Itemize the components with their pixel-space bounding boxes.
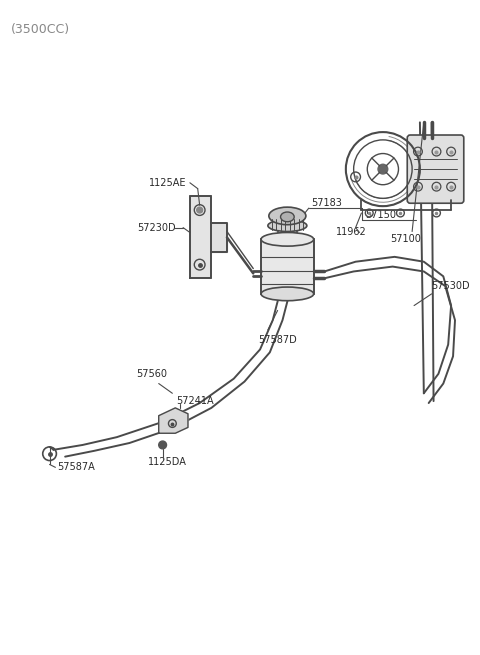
Ellipse shape	[269, 207, 306, 225]
Text: 57230D: 57230D	[137, 223, 176, 233]
FancyBboxPatch shape	[407, 135, 464, 203]
Text: 57183: 57183	[311, 198, 342, 208]
Text: 57560: 57560	[136, 369, 168, 379]
Ellipse shape	[280, 212, 294, 222]
Text: 1125AE: 1125AE	[149, 178, 186, 188]
Ellipse shape	[268, 220, 307, 231]
Polygon shape	[159, 408, 188, 433]
Ellipse shape	[261, 287, 314, 301]
Text: (3500CC): (3500CC)	[11, 23, 70, 36]
FancyBboxPatch shape	[190, 196, 211, 278]
Polygon shape	[211, 223, 227, 252]
Text: 57100: 57100	[391, 234, 421, 244]
Text: 1125DA: 1125DA	[148, 457, 187, 468]
Text: 57587A: 57587A	[57, 462, 95, 472]
Ellipse shape	[261, 233, 314, 246]
Circle shape	[197, 207, 203, 213]
Text: 57587D: 57587D	[258, 335, 297, 345]
Text: 57241A: 57241A	[176, 396, 214, 406]
Text: 57150: 57150	[365, 210, 396, 220]
Text: 11962: 11962	[336, 227, 367, 238]
FancyBboxPatch shape	[261, 239, 314, 294]
Circle shape	[378, 164, 388, 174]
Text: 57530D: 57530D	[432, 281, 470, 291]
Circle shape	[159, 441, 167, 449]
